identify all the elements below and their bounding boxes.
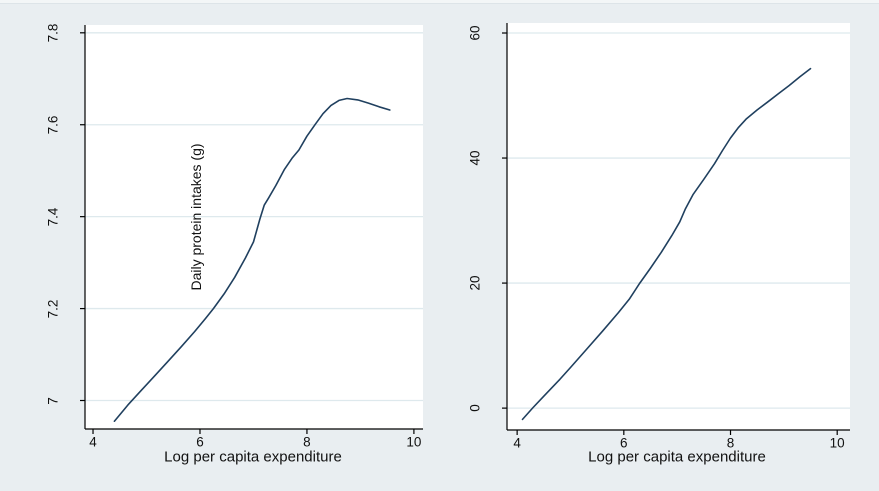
x-axis-title-right: Log per capita expenditure: [588, 448, 766, 466]
top-strip: [0, 0, 879, 4]
left-panel-inner-y-label: Daily protein intakes (g): [188, 143, 204, 291]
y-tick-label-left: 7.4: [45, 207, 61, 227]
plot-area-left: [85, 25, 423, 429]
y-tick-label-left: 7.6: [45, 115, 61, 135]
y-tick-label-right: 40: [467, 150, 483, 166]
plot-area-right: [507, 23, 850, 430]
x-tick-label-right: 10: [829, 435, 845, 451]
y-tick-label-left: 7.2: [45, 299, 61, 318]
y-tick-label-left: 7.8: [45, 23, 61, 43]
daily-protein-intake-line: [113, 97, 391, 423]
x-tick-label-left: 4: [89, 434, 97, 450]
x-tick-label-left: 10: [406, 434, 422, 450]
y-tick-label-right: 60: [467, 25, 483, 41]
x-tick-label-left: 6: [196, 434, 204, 450]
x-tick-label-right: 6: [620, 435, 628, 451]
y-tick-label-left: 7: [45, 396, 61, 405]
x-axis-title-left: Log per capita expenditure: [164, 448, 342, 466]
right-panel-curve-line: [521, 67, 812, 421]
y-tick-label-right: 0: [467, 404, 483, 412]
x-tick-label-right: 4: [513, 435, 521, 451]
x-tick-label-left: 8: [303, 434, 311, 450]
y-tick-label-right: 20: [467, 275, 483, 291]
x-tick-label-right: 8: [726, 435, 735, 451]
